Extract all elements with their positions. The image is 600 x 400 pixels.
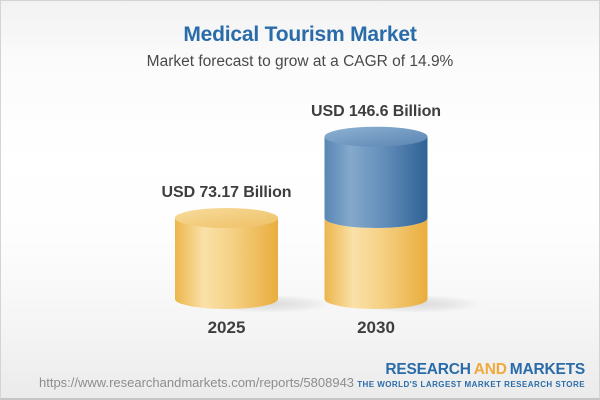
research-and-markets-logo: RESEARCH AND MARKETS THE WORLD'S LARGEST M… bbox=[357, 361, 585, 389]
chart-title: Medical Tourism Market bbox=[183, 23, 417, 46]
logo-wordmark: RESEARCH AND MARKETS bbox=[357, 361, 585, 379]
logo-word-and: AND bbox=[473, 361, 507, 378]
logo-word-research: RESEARCH bbox=[385, 361, 471, 378]
category-label-2030: 2030 bbox=[357, 318, 395, 337]
logo-word-markets: MARKETS bbox=[509, 361, 585, 378]
category-label-2025: 2025 bbox=[207, 318, 246, 337]
value-label-2030: USD 146.6 Billion bbox=[311, 102, 441, 120]
chart-subtitle: Market forecast to grow at a CAGR of 14.… bbox=[146, 53, 454, 70]
report-url-text: https://www.researchandmarkets.com/repor… bbox=[39, 375, 355, 390]
logo-tagline: THE WORLD'S LARGEST MARKET RESEARCH STOR… bbox=[357, 380, 585, 389]
value-label-2025: USD 73.17 Billion bbox=[161, 184, 292, 201]
